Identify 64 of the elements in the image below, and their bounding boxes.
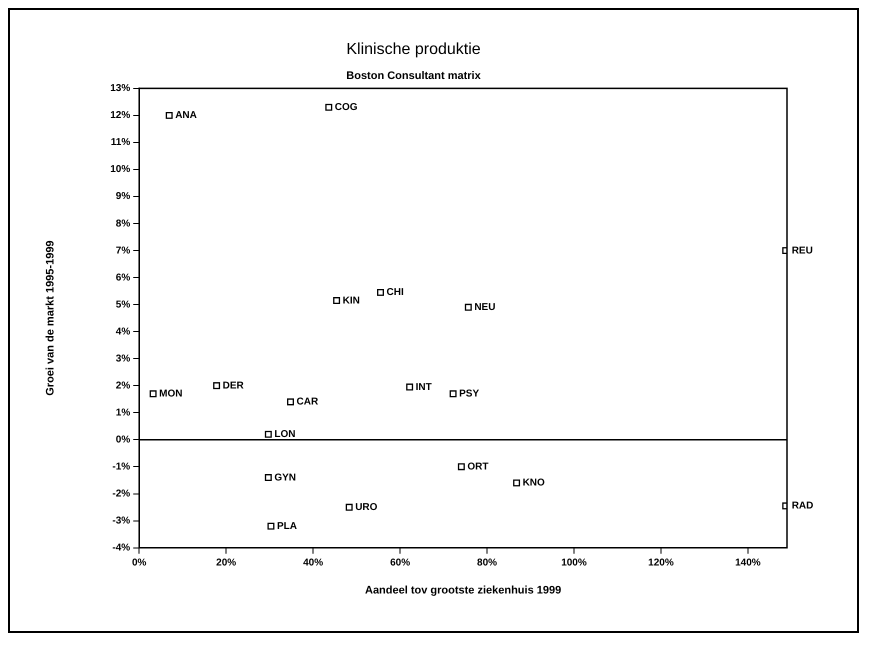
annotation: PSY bbox=[459, 388, 480, 400]
annotation: DER bbox=[222, 380, 244, 392]
annotation: ORT bbox=[467, 461, 488, 472]
y-tick-label: -4% bbox=[112, 542, 130, 554]
x-tick-label: 140% bbox=[735, 558, 761, 569]
y-tick-label: -2% bbox=[112, 488, 130, 500]
annotation: NEU bbox=[474, 302, 496, 314]
y-tick-label: 4% bbox=[116, 326, 130, 338]
y-axis-title: Groei van de markt 1995-1999 bbox=[44, 240, 57, 396]
point bbox=[287, 398, 294, 406]
x-tick-label: 40% bbox=[303, 558, 324, 569]
x-tick-label: 120% bbox=[648, 558, 674, 569]
y-tick-label: 9% bbox=[116, 191, 130, 202]
point bbox=[513, 479, 520, 486]
y-tick-label: 8% bbox=[116, 218, 130, 230]
x-tick-label: 100% bbox=[561, 558, 587, 569]
x-tick-label: 0% bbox=[132, 558, 147, 569]
x-axis-title: Aandeel tov grootste ziekenhuis 1999 bbox=[364, 584, 562, 596]
annotation: CAR bbox=[296, 396, 319, 408]
point bbox=[346, 504, 353, 511]
y-tick-label: -3% bbox=[112, 516, 130, 527]
y-tick-label: -1% bbox=[112, 461, 130, 472]
annotation: REU bbox=[792, 245, 813, 256]
annotation: PLA bbox=[276, 520, 297, 532]
annotation: MON bbox=[159, 388, 182, 400]
y-tick-label: 10% bbox=[110, 164, 130, 176]
point bbox=[150, 390, 157, 398]
annotation: INT bbox=[416, 382, 432, 393]
y-tick-label: 0% bbox=[116, 434, 130, 446]
y-tick-label: 12% bbox=[110, 110, 130, 122]
annotation: ANA bbox=[175, 110, 197, 122]
y-tick-label: 13% bbox=[110, 83, 130, 94]
point bbox=[377, 288, 384, 296]
point bbox=[450, 390, 457, 398]
point bbox=[325, 104, 332, 111]
y-tick-label: 11% bbox=[110, 137, 130, 148]
annotation: GYN bbox=[274, 472, 296, 484]
annotation: KIN bbox=[342, 295, 360, 306]
point bbox=[264, 430, 272, 438]
y-tick-label: 1% bbox=[116, 407, 130, 418]
x-tick-label: 60% bbox=[390, 558, 410, 569]
y-tick-label: 3% bbox=[116, 353, 130, 364]
annotation: KNO bbox=[522, 478, 546, 489]
point bbox=[213, 382, 220, 390]
x-tick-label: 80% bbox=[477, 558, 498, 569]
annotation: COG bbox=[334, 102, 358, 114]
point bbox=[267, 522, 274, 530]
x-tick-label: 20% bbox=[216, 558, 236, 569]
annotation: RAD bbox=[792, 500, 814, 512]
y-tick-label: 7% bbox=[116, 245, 130, 256]
point bbox=[333, 297, 340, 304]
annotation: LON bbox=[274, 429, 296, 440]
chart-title: Klinische produktie bbox=[346, 41, 481, 58]
chart-subtitle: Boston Consultant matrix bbox=[346, 70, 482, 82]
y-tick-label: 2% bbox=[116, 380, 130, 392]
point bbox=[166, 112, 173, 119]
point bbox=[264, 474, 272, 482]
point bbox=[464, 304, 472, 311]
point bbox=[458, 463, 465, 470]
point bbox=[406, 384, 414, 390]
annotation: URO bbox=[355, 502, 378, 514]
y-tick-label: 6% bbox=[116, 272, 130, 284]
annotation: CHI bbox=[386, 287, 404, 298]
y-tick-label: 5% bbox=[116, 299, 130, 310]
